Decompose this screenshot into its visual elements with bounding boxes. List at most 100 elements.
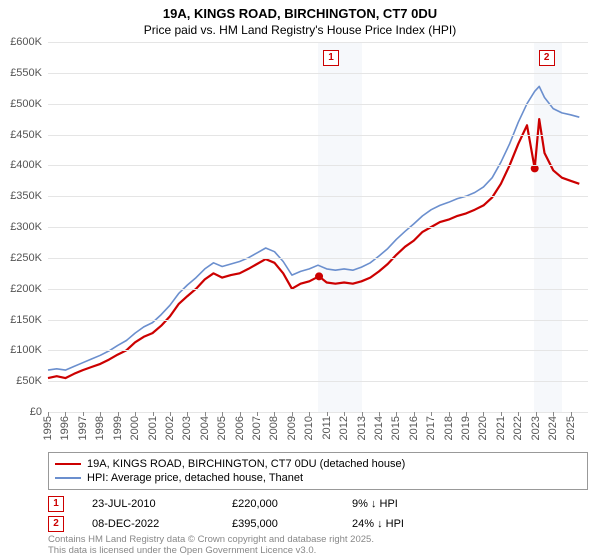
grid-line [48, 320, 588, 321]
x-tick [83, 412, 84, 416]
chart-subtitle: Price paid vs. HM Land Registry's House … [0, 23, 600, 41]
sales-date: 23-JUL-2010 [92, 498, 232, 510]
chart-title: 19A, KINGS ROAD, BIRCHINGTON, CT7 0DU [0, 0, 600, 23]
x-tick [536, 412, 537, 416]
x-tick [153, 412, 154, 416]
x-tick [518, 412, 519, 416]
x-axis-label: 1998 [94, 416, 106, 440]
x-axis-label: 2013 [356, 416, 368, 440]
x-axis-label: 2017 [425, 416, 437, 440]
x-tick [240, 412, 241, 416]
sales-diff: 24% ↓ HPI [352, 518, 472, 530]
footer-line1: Contains HM Land Registry data © Crown c… [48, 534, 374, 545]
y-axis-label: £0 [0, 406, 42, 418]
sale-point-dot [315, 272, 323, 280]
x-axis-label: 2004 [199, 416, 211, 440]
y-axis-label: £500K [0, 98, 42, 110]
x-tick [396, 412, 397, 416]
x-axis-label: 2019 [460, 416, 472, 440]
x-axis-label: 2000 [129, 416, 141, 440]
x-tick [431, 412, 432, 416]
x-axis-label: 2022 [512, 416, 524, 440]
x-axis-label: 1995 [42, 416, 54, 440]
y-axis-label: £150K [0, 314, 42, 326]
x-tick [414, 412, 415, 416]
x-tick [118, 412, 119, 416]
x-axis-label: 2015 [390, 416, 402, 440]
x-axis-label: 2011 [321, 416, 333, 440]
chart-container: 19A, KINGS ROAD, BIRCHINGTON, CT7 0DU Pr… [0, 0, 600, 560]
grid-line [48, 165, 588, 166]
sale-marker-2: 2 [539, 50, 555, 66]
x-tick [344, 412, 345, 416]
x-tick [553, 412, 554, 416]
grid-line [48, 104, 588, 105]
sales-diff: 9% ↓ HPI [352, 498, 472, 510]
y-axis-label: £100K [0, 344, 42, 356]
legend-swatch [55, 477, 81, 479]
y-axis-label: £600K [0, 36, 42, 48]
x-tick [309, 412, 310, 416]
grid-line [48, 42, 588, 43]
sales-date: 08-DEC-2022 [92, 518, 232, 530]
x-axis-label: 2009 [286, 416, 298, 440]
sales-table: 1 23-JUL-2010£220,0009% ↓ HPI 208-DEC-2022… [48, 494, 588, 534]
x-axis-label: 2002 [164, 416, 176, 440]
x-tick [48, 412, 49, 416]
grid-line [48, 73, 588, 74]
x-tick [170, 412, 171, 416]
chart-plot-area: 12 £0£50K£100K£150K£200K£250K£300K£350K£… [48, 42, 588, 412]
x-tick [292, 412, 293, 416]
x-tick [274, 412, 275, 416]
y-axis-label: £450K [0, 129, 42, 141]
legend-label: 19A, KINGS ROAD, BIRCHINGTON, CT7 0DU (d… [87, 458, 405, 470]
x-tick [571, 412, 572, 416]
x-axis-label: 2018 [443, 416, 455, 440]
x-axis-label: 2021 [495, 416, 507, 440]
grid-line [48, 227, 588, 228]
y-axis-label: £550K [0, 67, 42, 79]
x-axis-label: 2020 [477, 416, 489, 440]
y-axis-label: £250K [0, 252, 42, 264]
x-axis-label: 1996 [59, 416, 71, 440]
grid-line [48, 412, 588, 413]
grid-line [48, 289, 588, 290]
legend-box: 19A, KINGS ROAD, BIRCHINGTON, CT7 0DU (d… [48, 452, 588, 490]
x-axis-label: 2012 [338, 416, 350, 440]
x-axis-label: 2008 [268, 416, 280, 440]
series-hpi [48, 86, 579, 370]
legend-swatch [55, 463, 81, 465]
grid-line [48, 381, 588, 382]
footer-line2: This data is licensed under the Open Gov… [48, 545, 374, 556]
sales-price: £395,000 [232, 518, 352, 530]
sales-marker-box: 1 [48, 496, 64, 512]
x-tick [483, 412, 484, 416]
x-axis-label: 2010 [303, 416, 315, 440]
x-tick [379, 412, 380, 416]
legend-label: HPI: Average price, detached house, Than… [87, 472, 303, 484]
plot-surface: 12 [48, 42, 588, 413]
y-axis-label: £200K [0, 283, 42, 295]
x-axis-labels: 1995199619971998199920002001200220032004… [48, 416, 588, 452]
x-tick [466, 412, 467, 416]
x-axis-label: 2003 [181, 416, 193, 440]
y-axis-label: £50K [0, 375, 42, 387]
sales-row: 1 23-JUL-2010£220,0009% ↓ HPI [48, 494, 588, 514]
x-tick [205, 412, 206, 416]
x-tick [100, 412, 101, 416]
grid-line [48, 258, 588, 259]
legend-row: HPI: Average price, detached house, Than… [55, 471, 581, 485]
y-axis-label: £350K [0, 190, 42, 202]
x-axis-label: 1997 [77, 416, 89, 440]
x-axis-label: 2024 [547, 416, 559, 440]
footer-attribution: Contains HM Land Registry data © Crown c… [48, 534, 374, 557]
x-axis-label: 2006 [234, 416, 246, 440]
legend-row: 19A, KINGS ROAD, BIRCHINGTON, CT7 0DU (d… [55, 457, 581, 471]
x-axis-label: 1999 [112, 416, 124, 440]
grid-line [48, 135, 588, 136]
x-tick [362, 412, 363, 416]
x-axis-label: 2001 [147, 416, 159, 440]
sales-row: 208-DEC-2022£395,00024% ↓ HPI [48, 514, 588, 534]
y-axis-label: £400K [0, 159, 42, 171]
sales-price: £220,000 [232, 498, 352, 510]
